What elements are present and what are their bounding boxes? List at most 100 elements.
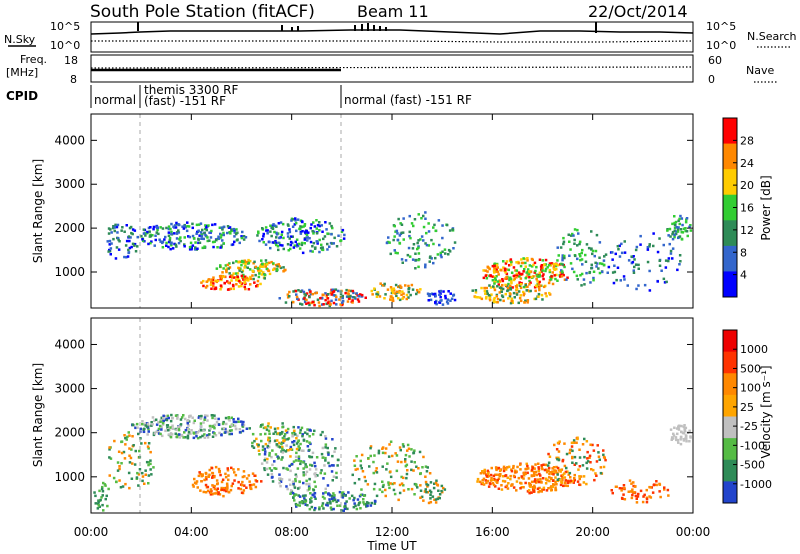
range-cell	[212, 276, 215, 279]
range-cell	[116, 231, 119, 234]
range-cell	[337, 458, 340, 462]
range-cell	[194, 241, 197, 244]
range-cell	[279, 484, 282, 488]
range-cell	[563, 278, 567, 281]
range-cell	[279, 236, 282, 239]
range-cell	[449, 292, 452, 295]
range-cell	[500, 289, 503, 292]
range-cell	[319, 433, 323, 437]
range-cell	[318, 506, 321, 509]
range-cell	[202, 284, 205, 288]
range-cell	[488, 482, 492, 485]
range-cell	[313, 225, 317, 228]
range-cell	[251, 274, 254, 277]
range-cell	[100, 496, 103, 499]
range-cell	[292, 425, 295, 429]
range-cell	[394, 292, 397, 295]
range-cell	[493, 288, 497, 292]
range-cell	[238, 428, 241, 431]
range-cell	[266, 425, 270, 428]
range-cell	[202, 421, 205, 424]
range-cell	[538, 275, 541, 278]
range-cell	[511, 301, 514, 304]
range-cell	[389, 286, 393, 289]
range-cell	[565, 278, 568, 281]
range-cell	[229, 488, 233, 492]
range-cell	[183, 245, 186, 248]
range-cell	[517, 290, 521, 293]
range-cell	[278, 433, 282, 436]
range-cell	[590, 230, 593, 233]
range-cell	[396, 232, 399, 235]
range-cell	[266, 229, 269, 232]
range-cell	[424, 211, 427, 214]
range-cell	[239, 487, 243, 491]
range-cell	[213, 492, 216, 495]
range-cell	[486, 469, 490, 473]
range-cell	[545, 470, 549, 474]
range-cell	[431, 495, 435, 498]
range-cell	[620, 242, 623, 246]
range-cell	[312, 241, 316, 245]
range-cell	[404, 464, 408, 468]
range-cell	[170, 230, 173, 234]
range-cell	[532, 470, 536, 474]
range-cell	[321, 502, 325, 505]
range-cell	[530, 257, 534, 261]
range-cell	[240, 263, 243, 267]
range-cell	[648, 269, 651, 273]
colorbar-swatch	[723, 373, 737, 396]
colorbar-tick-label: -1000	[740, 478, 772, 491]
range-cell	[302, 461, 305, 464]
range-cell	[144, 422, 148, 425]
range-cell	[297, 457, 301, 460]
range-cell	[482, 477, 486, 481]
range-cell	[542, 486, 546, 490]
range-cell	[288, 237, 291, 240]
range-cell	[424, 480, 428, 484]
range-cell	[568, 448, 572, 452]
power-colorbar-label: Power [dB]	[759, 175, 773, 240]
range-cell	[499, 298, 502, 302]
range-cell	[97, 499, 100, 502]
range-cell	[631, 488, 634, 491]
range-cell	[174, 432, 177, 435]
range-cell	[321, 230, 324, 233]
range-cell	[689, 435, 692, 438]
range-cell	[218, 431, 221, 435]
range-cell	[294, 455, 298, 459]
range-cell	[537, 462, 540, 465]
range-cell	[536, 478, 540, 481]
range-cell	[261, 265, 265, 268]
range-cell	[389, 298, 392, 301]
range-cell	[277, 456, 280, 459]
range-cell	[256, 267, 260, 270]
range-cell	[136, 426, 139, 429]
range-cell	[282, 247, 285, 251]
range-cell	[303, 500, 307, 504]
range-cell	[180, 416, 184, 419]
range-cell	[433, 482, 436, 485]
range-cell	[274, 430, 277, 434]
y-tick-label: 4000	[54, 337, 85, 351]
range-cell	[135, 476, 139, 479]
range-cell	[144, 473, 147, 476]
range-cell	[277, 248, 280, 252]
range-cell	[563, 472, 566, 475]
range-cell	[215, 489, 219, 492]
range-cell	[422, 455, 425, 459]
range-cell	[501, 279, 505, 283]
range-cell	[170, 222, 173, 226]
range-cell	[219, 288, 222, 291]
range-cell	[487, 294, 491, 297]
cpid-label: CPID	[6, 89, 38, 103]
range-cell	[363, 475, 366, 479]
range-cell	[426, 292, 430, 295]
range-cell	[451, 228, 454, 231]
range-cell	[168, 236, 172, 240]
range-cell	[353, 459, 356, 462]
range-cell	[184, 436, 187, 439]
range-cell	[171, 424, 174, 427]
range-cell	[205, 280, 208, 283]
range-cell	[485, 475, 489, 478]
